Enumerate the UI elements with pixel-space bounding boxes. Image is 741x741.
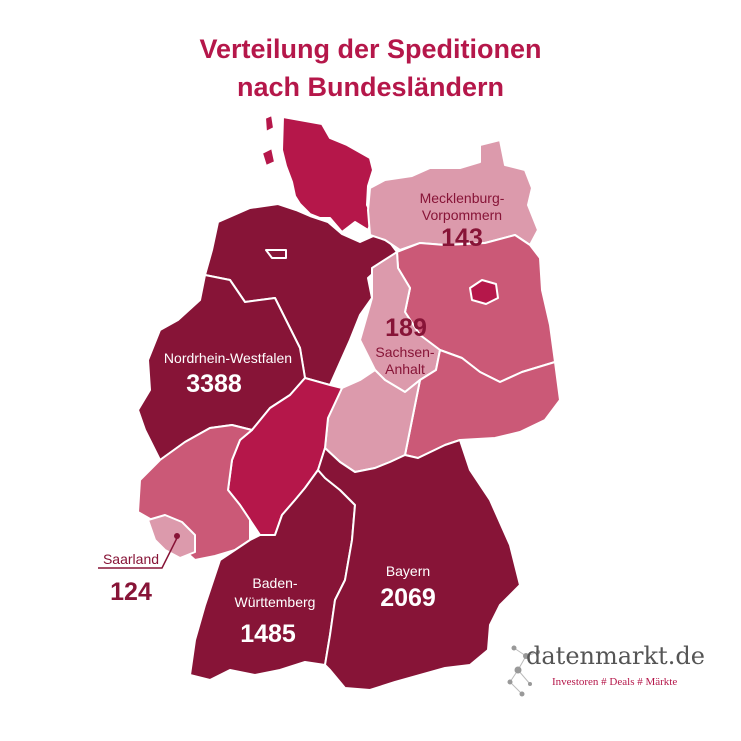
- saarland-leader-dot: [174, 533, 180, 539]
- label-bayern-name: Bayern: [386, 563, 430, 579]
- label-nrw-value: 3388: [186, 370, 242, 398]
- region-mecklenburg-vorpommern: [367, 139, 539, 251]
- label-mv-value: 143: [441, 224, 483, 252]
- page-title: Verteilung der Speditionen nach Bundeslä…: [0, 30, 741, 106]
- label-mv-name-1: Mecklenburg-: [420, 190, 505, 206]
- region-bayern: [317, 439, 521, 691]
- label-saarland-value: 124: [110, 578, 152, 606]
- label-st-name-2: Anhalt: [385, 361, 425, 377]
- logo-wordmark: datenmarkt.de: [526, 642, 705, 670]
- region-berlin: [469, 279, 499, 305]
- label-bw-value: 1485: [240, 620, 296, 648]
- label-st-value: 189: [385, 314, 427, 342]
- label-mv-name-2: Vorpommern: [422, 207, 502, 223]
- region-schleswig-holstein-island: [264, 114, 275, 133]
- label-bw-name-1: Baden-: [252, 575, 297, 591]
- network-dots-icon: [507, 645, 540, 697]
- region-bremen: [265, 249, 287, 259]
- datenmarkt-logo: datenmarkt.de Investoren # Deals # Märkt…: [507, 640, 708, 702]
- title-line-2: nach Bundesländern: [236, 72, 505, 102]
- logo-tagline: Investoren # Deals # Märkte: [552, 676, 678, 688]
- label-nrw-name: Nordrhein-Westfalen: [164, 350, 292, 366]
- label-bw-name-2: Württemberg: [235, 594, 316, 610]
- label-st-name-1: Sachsen-: [375, 344, 434, 360]
- region-schleswig-holstein: [281, 116, 374, 233]
- label-bayern-value: 2069: [380, 584, 436, 612]
- saarland-leader-line: [98, 537, 178, 569]
- region-saarland: [147, 514, 196, 559]
- label-saarland-name: Saarland: [103, 551, 159, 567]
- title-line-1: Verteilung der Speditionen: [199, 34, 542, 64]
- region-schleswig-holstein-island: [261, 147, 276, 167]
